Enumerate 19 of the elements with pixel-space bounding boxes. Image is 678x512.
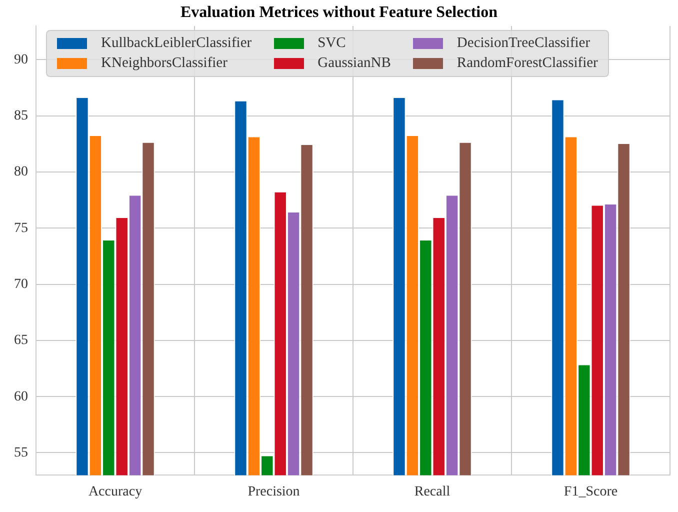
x-tick-label: Accuracy xyxy=(88,484,142,500)
legend-label: KNeighborsClassifier xyxy=(101,55,228,72)
chart-title: Evaluation Metrices without Feature Selection xyxy=(180,4,498,22)
legend-label: KullbackLeiblerClassifier xyxy=(101,35,252,52)
legend-label: RandomForestClassifier xyxy=(456,55,598,72)
y-tick-label: 60 xyxy=(14,389,28,404)
x-tick-label: Recall xyxy=(414,484,450,500)
y-tick-label: 65 xyxy=(14,333,28,348)
legend-label: GaussianNB xyxy=(318,55,391,72)
x-tick-label: F1_Score xyxy=(564,484,618,500)
legend-label: SVC xyxy=(318,35,346,52)
y-tick-label: 80 xyxy=(14,164,28,180)
y-tick-label: 75 xyxy=(14,220,28,236)
y-tick-label: 70 xyxy=(14,276,28,292)
legend-label: DecisionTreeClassifier xyxy=(456,35,590,52)
x-tick-label: Precision xyxy=(248,484,300,500)
y-tick-label: 85 xyxy=(14,108,28,124)
y-tick-label: 55 xyxy=(14,445,28,460)
y-tick-label: 90 xyxy=(14,52,28,68)
